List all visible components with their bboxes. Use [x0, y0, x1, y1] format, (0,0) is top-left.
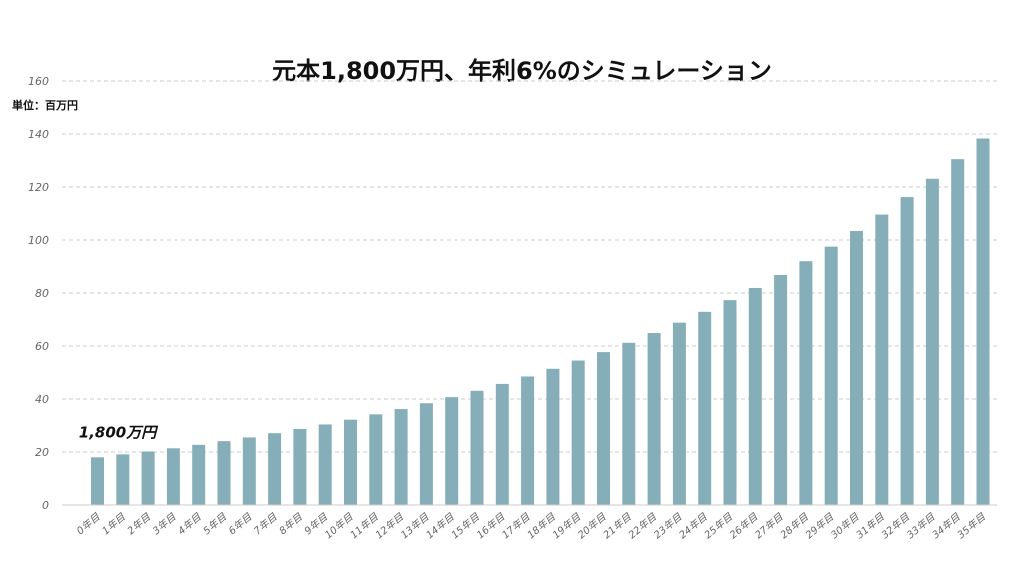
bar	[622, 342, 636, 505]
bar	[925, 178, 939, 505]
x-tick-label: 3年目	[150, 510, 179, 537]
bar	[546, 368, 560, 505]
y-tick-label: 20	[35, 446, 49, 459]
bar	[495, 383, 509, 505]
bar	[217, 441, 231, 505]
bar	[597, 352, 610, 505]
x-tick-label: 2年目	[125, 510, 154, 537]
chart-title: 元本1,800万円、年利6%のシミュレーション	[272, 57, 772, 85]
bar	[419, 403, 433, 505]
bar	[698, 311, 712, 505]
unit-label: 単位：百万円	[12, 98, 78, 112]
y-tick-label: 160	[28, 75, 49, 88]
bar	[723, 300, 737, 505]
y-tick-label: 60	[35, 340, 49, 353]
x-tick-label: 8年目	[277, 510, 306, 537]
x-tick-label: 35年目	[955, 510, 989, 541]
bar	[268, 433, 282, 505]
annotation-label: 1,800万円	[79, 423, 159, 441]
bar	[141, 451, 155, 505]
y-tick-label: 120	[28, 181, 49, 194]
bar	[875, 214, 889, 505]
x-tick-label: 6年目	[226, 510, 255, 537]
bar	[748, 287, 762, 505]
x-axis-ticks: 0年目1年目2年目3年目4年目5年目6年目7年目8年目9年目10年目11年目12…	[75, 510, 989, 541]
bar	[192, 444, 206, 505]
bar	[774, 274, 788, 505]
x-tick-label: 4年目	[176, 510, 205, 537]
bar	[293, 428, 307, 505]
x-tick-label: 0年目	[75, 510, 104, 537]
y-tick-label: 140	[28, 128, 49, 141]
y-tick-label: 0	[42, 499, 49, 512]
bar	[647, 333, 661, 505]
x-tick-label: 1年目	[100, 510, 129, 537]
bar	[521, 376, 535, 505]
bar	[470, 390, 484, 505]
bar	[445, 397, 459, 505]
bar	[394, 409, 408, 505]
bar	[242, 437, 256, 505]
bar	[369, 414, 383, 505]
bar	[318, 424, 332, 505]
y-axis-ticks: 0 20 40 60 80 100 120 140 160	[28, 75, 49, 512]
bar	[571, 360, 585, 505]
x-tick-label: 5年目	[201, 510, 230, 537]
bar	[799, 261, 813, 505]
bars	[91, 138, 990, 506]
y-tick-label: 100	[28, 234, 49, 247]
bar	[91, 457, 104, 505]
y-tick-label: 40	[35, 393, 49, 406]
bar	[116, 454, 130, 505]
x-tick-label: 7年目	[252, 510, 281, 537]
bar	[824, 246, 838, 505]
bar	[976, 138, 990, 505]
bar	[344, 419, 357, 505]
bar	[900, 197, 914, 505]
bar	[850, 230, 863, 506]
bar	[672, 322, 686, 505]
bar	[166, 448, 180, 505]
bar	[951, 159, 965, 506]
y-tick-label: 80	[35, 287, 49, 300]
gridlines	[62, 80, 997, 453]
